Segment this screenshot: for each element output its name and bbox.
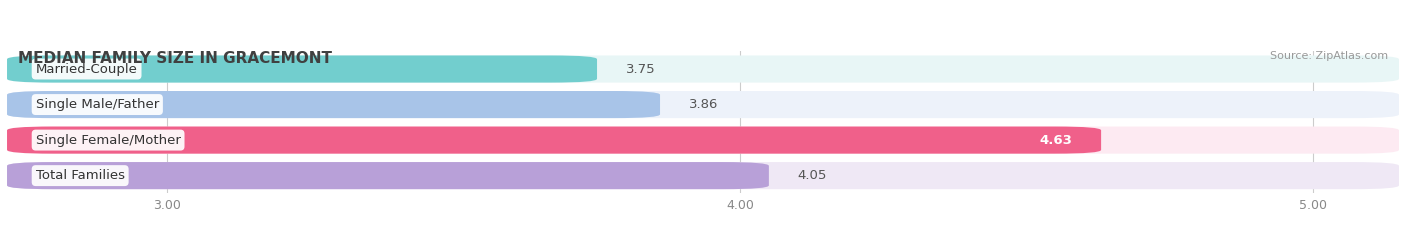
FancyBboxPatch shape	[7, 162, 1399, 189]
Text: 3.75: 3.75	[626, 62, 655, 75]
Text: Single Male/Father: Single Male/Father	[35, 98, 159, 111]
FancyBboxPatch shape	[7, 91, 659, 118]
FancyBboxPatch shape	[7, 127, 1101, 154]
Text: Total Families: Total Families	[35, 169, 125, 182]
Text: MEDIAN FAMILY SIZE IN GRACEMONT: MEDIAN FAMILY SIZE IN GRACEMONT	[18, 51, 332, 66]
FancyBboxPatch shape	[7, 55, 598, 82]
Text: 4.05: 4.05	[797, 169, 827, 182]
FancyBboxPatch shape	[7, 162, 769, 189]
FancyBboxPatch shape	[7, 55, 1399, 82]
FancyBboxPatch shape	[7, 127, 1399, 154]
Text: Source: ZipAtlas.com: Source: ZipAtlas.com	[1270, 51, 1388, 61]
FancyBboxPatch shape	[7, 91, 1399, 118]
Text: 3.86: 3.86	[689, 98, 718, 111]
Text: Married-Couple: Married-Couple	[35, 62, 138, 75]
Text: 4.63: 4.63	[1039, 134, 1073, 147]
Text: Single Female/Mother: Single Female/Mother	[35, 134, 180, 147]
